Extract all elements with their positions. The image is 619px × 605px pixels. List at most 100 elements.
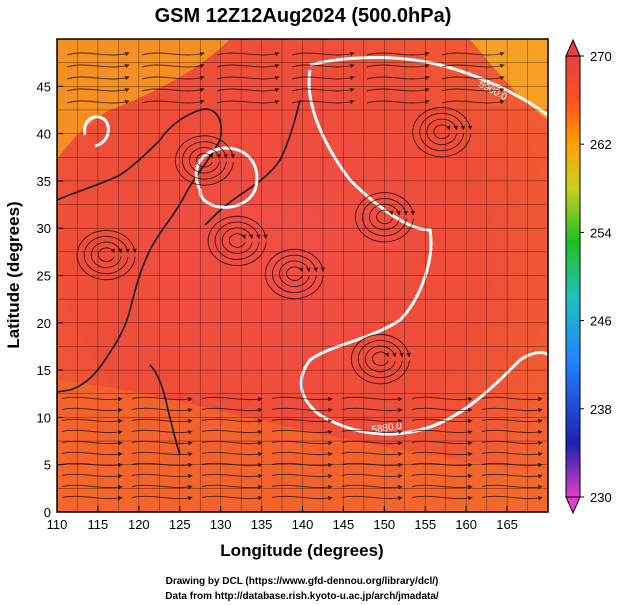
streamline	[291, 75, 355, 81]
x-tick-label: 140	[292, 517, 314, 532]
streamline	[181, 141, 228, 180]
x-axis-label: Longitude (degrees)	[220, 541, 383, 560]
x-tick-label: 125	[169, 517, 191, 532]
streamline	[271, 418, 333, 424]
y-tick-label: 5	[44, 458, 51, 473]
streamline	[441, 75, 505, 81]
x-tick-label: 135	[251, 517, 273, 532]
streamline	[201, 429, 263, 435]
streamline	[291, 51, 355, 57]
streamline	[201, 451, 263, 457]
streamline	[61, 429, 123, 435]
streamline	[411, 440, 473, 446]
streamline	[481, 429, 543, 435]
streamline	[131, 451, 193, 457]
x-axis-ticks: 110 115 120 125 130 135 140 145 150 155 160 165	[47, 506, 518, 532]
streamline	[426, 118, 458, 146]
streamline	[61, 495, 123, 501]
x-tick-label: 145	[333, 517, 355, 532]
x-tick-label: 155	[414, 517, 436, 532]
streamline	[221, 227, 254, 254]
streamline	[291, 87, 355, 93]
streamline	[141, 51, 205, 57]
streamline	[90, 241, 123, 269]
streamline	[286, 266, 303, 281]
streamline	[441, 63, 505, 69]
streamline	[131, 473, 193, 479]
y-tick-label: 15	[37, 363, 51, 378]
streamline	[271, 396, 333, 402]
streamline	[61, 451, 123, 457]
streamline	[341, 484, 403, 490]
streamline	[131, 396, 193, 402]
streamline	[201, 495, 263, 501]
streamline	[366, 63, 430, 69]
colorbar-top-cap	[565, 38, 581, 57]
y-tick-label: 10	[37, 410, 51, 425]
contour-line-northwest	[83, 115, 110, 148]
streamline	[419, 112, 466, 152]
y-tick-label: 0	[44, 505, 51, 520]
colorbar-bottom-cap	[565, 496, 581, 515]
streamline	[201, 396, 263, 402]
streamline	[366, 75, 430, 81]
streamline	[271, 473, 333, 479]
streamline	[141, 63, 205, 69]
streamline	[341, 418, 403, 424]
y-axis-ticks: 0 5 10 15 20 25 30 35 40 45	[37, 79, 63, 520]
streamline	[271, 451, 333, 457]
credit-line-2: Data from http://database.rish.kyoto-u.a…	[165, 591, 439, 602]
streamline	[481, 473, 543, 479]
streamline	[141, 99, 205, 105]
streamline	[131, 418, 193, 424]
streamline	[271, 495, 333, 501]
streamline	[350, 334, 411, 385]
streamline	[131, 429, 193, 435]
grid	[56, 38, 549, 513]
streamline	[411, 396, 473, 402]
streamline	[271, 440, 333, 446]
x-tick-label: 120	[128, 517, 150, 532]
streamline	[61, 440, 123, 446]
streamline	[354, 192, 416, 243]
y-tick-label: 35	[37, 174, 51, 189]
streamline	[357, 339, 404, 379]
streamline	[66, 87, 130, 93]
streamline	[216, 99, 280, 105]
y-tick-label: 20	[37, 316, 51, 331]
streamline	[411, 418, 473, 424]
streamline	[481, 451, 543, 457]
x-tick-label: 110	[47, 517, 68, 532]
streamline	[201, 473, 263, 479]
colorbar-tick-label: 238	[590, 402, 612, 417]
streamline	[341, 495, 403, 501]
colorbar-tick-label: 270	[590, 49, 612, 64]
streamline	[291, 63, 355, 69]
streamline	[481, 440, 543, 446]
y-tick-label: 45	[37, 79, 51, 94]
streamline	[291, 99, 355, 105]
streamlines	[61, 51, 543, 501]
streamline	[441, 99, 505, 105]
colorbar-ticks: 230 238 246 254 262 270	[580, 49, 612, 505]
streamline	[188, 147, 221, 174]
streamline	[131, 495, 193, 501]
streamline	[201, 407, 263, 413]
cool-region-northwest	[57, 39, 230, 160]
streamline	[141, 75, 205, 81]
y-axis-label: Latitude (degrees)	[4, 201, 23, 348]
colorbar: 230 238 246 254 262 270	[565, 38, 612, 515]
streamline	[376, 209, 393, 225]
streamline	[61, 473, 123, 479]
streamline	[61, 418, 123, 424]
chart-title: GSM 12Z12Aug2024 (500.0hPa)	[155, 5, 452, 27]
streamline	[341, 440, 403, 446]
y-tick-label: 25	[37, 269, 51, 284]
streamline	[481, 407, 543, 413]
contour-line-japan	[194, 146, 259, 209]
streamline	[481, 418, 543, 424]
colorbar-frame	[565, 55, 581, 498]
x-tick-label: 160	[455, 517, 477, 532]
streamline	[341, 473, 403, 479]
